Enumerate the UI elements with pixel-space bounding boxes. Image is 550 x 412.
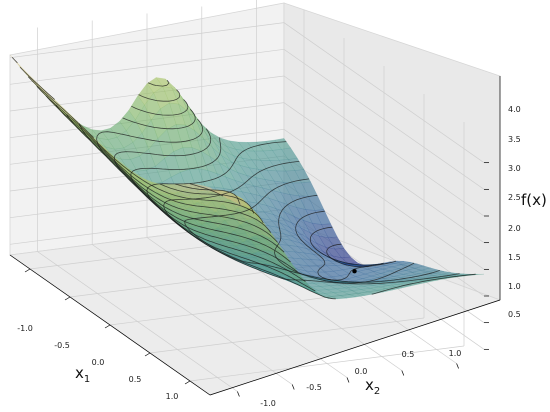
x1-tick-mark xyxy=(104,324,111,329)
x2-axis-line xyxy=(209,299,501,396)
grid-line xyxy=(9,48,485,190)
x1-tick-mark xyxy=(184,380,191,385)
z-axis-label: f(x) xyxy=(521,191,547,209)
x1-tick-label: 1.0 xyxy=(166,392,179,401)
x2-axis-label: x2 xyxy=(365,376,380,397)
x1-tick-mark xyxy=(64,296,71,301)
contour-lines xyxy=(11,57,476,300)
contour-line xyxy=(55,89,278,243)
x2-tick-label: 0.5 xyxy=(402,350,415,359)
grid-line xyxy=(9,75,485,217)
x2-tick-mark xyxy=(237,391,240,397)
x1-axis-label-main: x xyxy=(75,364,84,382)
grid-line xyxy=(9,22,485,163)
contour-line xyxy=(274,194,415,284)
x2-tick-mark xyxy=(346,377,350,383)
grid-line xyxy=(149,317,425,354)
minimum-marker xyxy=(352,269,357,274)
grid-line xyxy=(9,128,485,270)
x1-axis-label-subscript: 1 xyxy=(84,374,90,385)
contour-line xyxy=(326,243,373,268)
x1-tick-mark xyxy=(24,268,31,273)
grid-line xyxy=(189,345,465,382)
x1-tick-label: 0.5 xyxy=(129,375,142,384)
contour-line xyxy=(19,66,241,205)
z-tick-label: 0.5 xyxy=(508,310,521,319)
z-tick-label: 1.5 xyxy=(508,253,521,262)
z-tick-label: 2.5 xyxy=(508,193,521,202)
contour-line xyxy=(78,109,291,263)
x1-tick-label: -1.0 xyxy=(17,324,33,333)
contour-line xyxy=(295,210,397,281)
contour-line xyxy=(66,99,285,253)
x2-axis-label-subscript: 2 xyxy=(374,386,380,397)
x2-tick-label: 1.0 xyxy=(449,349,462,358)
contour-line xyxy=(11,57,224,197)
x2-tick-label: -0.5 xyxy=(306,383,322,392)
grid-line xyxy=(9,102,485,243)
z-tick-label: 3.0 xyxy=(508,164,521,173)
x1-tick-mark xyxy=(144,352,151,357)
z-tick-label: 1.0 xyxy=(508,282,521,291)
x2-tick-label: -1.0 xyxy=(260,399,276,408)
tick-marks xyxy=(24,162,489,397)
x1-tick-label: -0.5 xyxy=(54,341,70,350)
x2-tick-mark xyxy=(401,370,405,376)
x2-axis-label-main: x xyxy=(365,376,374,394)
x1-axis-label: x1 xyxy=(75,364,90,385)
x2-tick-label: 0.0 xyxy=(355,367,368,376)
x1-tick-label: 0.0 xyxy=(92,358,105,367)
z-tick-label: 4.0 xyxy=(508,105,521,114)
z-tick-label: 2.0 xyxy=(508,224,521,233)
contour-line xyxy=(27,76,255,214)
contour-line xyxy=(36,85,264,224)
grid-line xyxy=(146,237,348,378)
x2-tick-mark xyxy=(291,384,295,390)
contour-line xyxy=(309,226,384,266)
x2-tick-mark xyxy=(456,363,459,369)
z-tick-label: 3.5 xyxy=(508,135,521,144)
minimum-point xyxy=(352,269,357,274)
